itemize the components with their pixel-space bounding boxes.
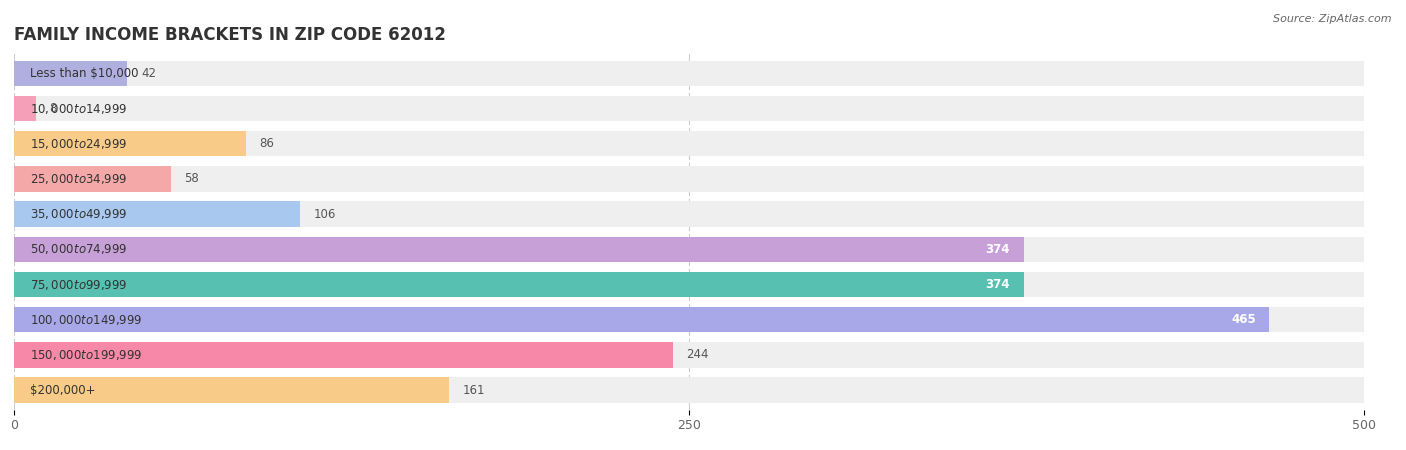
Bar (14, 131, 246, 157)
Bar (14, 166, 170, 192)
Text: 244: 244 (686, 348, 709, 361)
Text: 374: 374 (986, 278, 1010, 291)
Bar (14, 202, 1364, 227)
Text: $200,000+: $200,000+ (31, 384, 96, 396)
Text: $15,000 to $24,999: $15,000 to $24,999 (31, 137, 128, 151)
Bar (14, 378, 1364, 403)
Text: 58: 58 (184, 172, 198, 185)
Bar (14, 237, 1024, 262)
Bar (14, 61, 1364, 86)
Bar (14, 342, 672, 368)
Text: 86: 86 (260, 137, 274, 150)
Text: $100,000 to $149,999: $100,000 to $149,999 (31, 313, 142, 327)
Text: $75,000 to $99,999: $75,000 to $99,999 (31, 278, 128, 292)
Bar (14, 166, 1364, 192)
Bar (14, 378, 449, 403)
Text: 106: 106 (314, 207, 336, 220)
Bar (14, 307, 1270, 333)
Text: 374: 374 (986, 243, 1010, 256)
Bar (14, 96, 1364, 121)
Text: Less than $10,000: Less than $10,000 (31, 67, 139, 80)
Text: 161: 161 (463, 384, 485, 396)
Text: 42: 42 (141, 67, 156, 80)
Bar (14, 272, 1364, 297)
Text: 8: 8 (49, 102, 56, 115)
Text: $150,000 to $199,999: $150,000 to $199,999 (31, 348, 142, 362)
Bar (14, 96, 35, 121)
Bar (14, 61, 128, 86)
Bar (14, 237, 1364, 262)
Text: FAMILY INCOME BRACKETS IN ZIP CODE 62012: FAMILY INCOME BRACKETS IN ZIP CODE 62012 (14, 26, 446, 44)
Bar (14, 202, 301, 227)
Bar (14, 131, 1364, 157)
Bar (14, 342, 1364, 368)
Text: $10,000 to $14,999: $10,000 to $14,999 (31, 102, 128, 116)
Bar (14, 307, 1364, 333)
Bar (14, 272, 1024, 297)
Text: Source: ZipAtlas.com: Source: ZipAtlas.com (1274, 14, 1392, 23)
Text: $25,000 to $34,999: $25,000 to $34,999 (31, 172, 128, 186)
Text: $50,000 to $74,999: $50,000 to $74,999 (31, 243, 128, 256)
Text: $35,000 to $49,999: $35,000 to $49,999 (31, 207, 128, 221)
Text: 465: 465 (1232, 313, 1256, 326)
